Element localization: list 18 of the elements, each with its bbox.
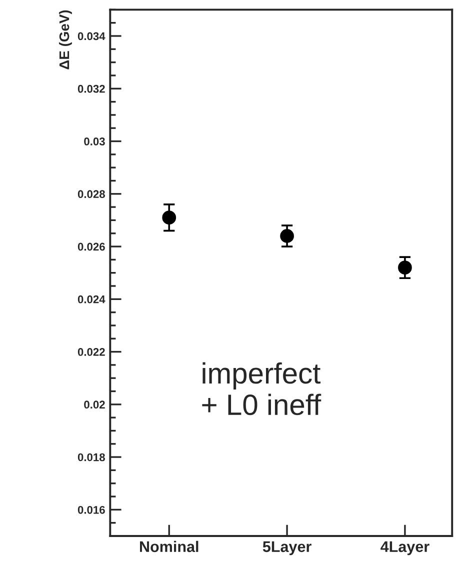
y-tick-label: 0.022 [78, 348, 105, 356]
x-tick-label: Nominal [140, 540, 198, 552]
y-tick-label: 0.018 [78, 453, 105, 462]
y-tick-label: 0.016 [78, 506, 105, 514]
point [162, 210, 176, 225]
x-tick-label: 5Layer [262, 541, 312, 556]
y-tick-label: 0.028 [78, 190, 105, 198]
y-tick-label: 0.026 [78, 242, 105, 251]
y-tick-label: 0.024 [78, 295, 106, 304]
y-tick-label: 0.03 [84, 138, 105, 146]
point [398, 260, 412, 275]
y-tick-label: 0.032 [78, 84, 105, 93]
y-tick-label: 0.02 [84, 400, 105, 409]
y-tick-label: 0.034 [78, 32, 106, 40]
x-tick-label: 4Layer [380, 541, 430, 556]
annotation: imperfect + L0 ineff [202, 362, 322, 416]
point [280, 229, 294, 243]
y-axis-title: ΔE (GeV) [58, 10, 72, 70]
